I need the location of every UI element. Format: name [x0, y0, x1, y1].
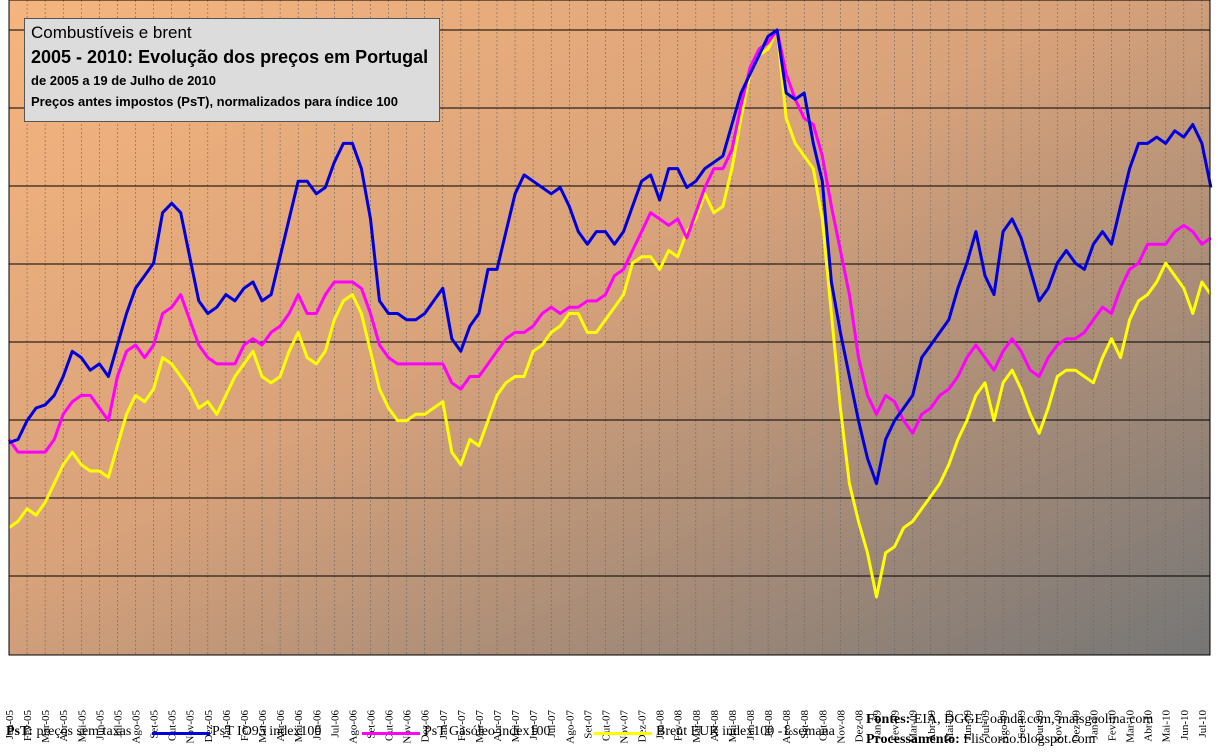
x-tick-label: Nov-06 — [402, 710, 414, 744]
legend-label-io95: PsT IO95 index100 — [212, 724, 322, 739]
x-tick-label: Jun-09 — [962, 710, 974, 740]
x-tick-label: Nov-08 — [835, 710, 847, 744]
x-tick-label: Jan-08 — [655, 710, 667, 740]
x-tick-label: Out-05 — [167, 710, 179, 742]
x-tick-label: Mar-07 — [474, 710, 486, 743]
x-tick-label: Abr-09 — [926, 710, 938, 742]
sources-text: EIA, DGGE, oanda.com, maisgaolina.com — [913, 712, 1154, 727]
processing-note: Processamento: Fliscorno.blogspot.com — [866, 732, 1096, 748]
legend-swatch-brent — [594, 732, 652, 735]
x-tick-label: Mar-09 — [908, 710, 920, 743]
x-tick-label: Mai-10 — [1161, 710, 1173, 743]
x-tick-label: Jan-06 — [221, 710, 233, 740]
x-tick-label: Jun-05 — [94, 710, 106, 740]
x-tick-label: Dez-09 — [1070, 710, 1082, 743]
chart-title-box: Combustíveis e brent 2005 - 2010: Evoluç… — [24, 18, 440, 122]
x-tick-label: Mar-06 — [257, 710, 269, 743]
x-tick-label: Set-06 — [365, 710, 377, 739]
processing-label: Processamento: — [866, 732, 960, 747]
x-tick-label: Out-09 — [1034, 710, 1046, 742]
x-tick-label: Fev-10 — [1106, 710, 1118, 742]
x-tick-label: Jun-07 — [528, 710, 540, 740]
series-line-0 — [8, 28, 1213, 486]
x-tick-label: Set-05 — [149, 710, 161, 739]
x-tick-label: Nov-07 — [619, 710, 631, 744]
x-tick-label: Jun-08 — [745, 710, 757, 740]
x-tick-label: Mar-10 — [1125, 710, 1137, 743]
x-tick-label: Out-07 — [600, 710, 612, 742]
series-group — [7, 28, 1213, 599]
chart-subtitle: 2005 - 2010: Evolução dos preços em Port… — [31, 47, 429, 67]
legend-swatch-gasoleo — [362, 732, 420, 735]
x-tick-label: Fev-07 — [456, 710, 468, 742]
x-tick-label: Jul-10 — [1197, 710, 1209, 738]
legend-label-gasoleo: PsT Gasóleo index100 — [424, 724, 551, 739]
x-tick-label: Abr-10 — [1143, 710, 1155, 742]
x-tick-label: Out-06 — [384, 710, 396, 742]
chart-title: Combustíveis e brent — [31, 23, 192, 42]
x-tick-label: Jul-07 — [546, 710, 558, 738]
x-tick-label: Jun-10 — [1179, 710, 1191, 740]
plot-border — [8, 0, 1211, 656]
x-tick-label: Mar-08 — [691, 710, 703, 743]
x-tick-label: Fev-05 — [22, 710, 34, 742]
x-tick-label: Jan-05 — [4, 710, 16, 740]
x-tick-label: Ago-06 — [347, 710, 359, 744]
series-line-1 — [7, 28, 1212, 454]
x-tick-label: Nov-05 — [185, 710, 197, 744]
x-tick-label: Fev-08 — [673, 710, 685, 742]
x-tick-label: Set-09 — [1016, 710, 1028, 739]
x-tick-label: Nov-09 — [1052, 710, 1064, 744]
x-tick-label: Ago-09 — [998, 710, 1010, 744]
x-tick-label: Jul-09 — [980, 710, 992, 738]
x-tick-label: Dez-06 — [420, 710, 432, 743]
chart-description: Preços antes impostos (PsT), normalizado… — [31, 94, 399, 109]
x-tick-label: Abr-06 — [275, 710, 287, 742]
x-tick-label: Jan-09 — [872, 710, 884, 740]
legend-swatch-io95 — [152, 732, 210, 735]
x-tick-label: Mai-08 — [727, 710, 739, 743]
pst-note-text: preços sem taxas — [36, 724, 132, 739]
sources-note: Fontes: EIA, DGGE, oanda.com, maisgaolin… — [866, 712, 1153, 728]
x-tick-label: Set-07 — [582, 710, 594, 739]
x-tick-label: Jun-06 — [311, 710, 323, 740]
x-tick-label: Jul-06 — [329, 710, 341, 738]
x-tick-label: Mai-05 — [76, 710, 88, 743]
processing-text: Fliscorno.blogspot.com — [963, 732, 1096, 747]
pst-note: PsT: preços sem taxas — [6, 724, 131, 740]
x-tick-label: Abr-05 — [58, 710, 70, 742]
x-tick-label: Jul-05 — [112, 710, 124, 738]
x-tick-label: Mai-06 — [293, 710, 305, 743]
x-tick-label: Jul-08 — [763, 710, 775, 738]
series-line-2 — [8, 28, 1213, 599]
x-tick-label: Jan-10 — [1088, 710, 1100, 740]
x-tick-label: Mar-05 — [40, 710, 52, 743]
pst-note-label: PsT: — [6, 724, 33, 739]
chart-date-range: de 2005 a 19 de Julho de 2010 — [31, 73, 216, 88]
x-tick-label: Abr-07 — [492, 710, 504, 742]
legend-label-brent: Brent EUR index100 -1 semana — [656, 724, 835, 739]
x-tick-label: Ago-05 — [131, 710, 143, 744]
x-tick-label: Dez-07 — [637, 710, 649, 743]
x-tick-label: Ago-07 — [564, 710, 576, 744]
x-tick-label: Mai-07 — [510, 710, 522, 743]
x-tick-label: Set-08 — [799, 710, 811, 739]
sources-label: Fontes: — [866, 712, 911, 727]
x-tick-label: Dez-08 — [853, 710, 865, 743]
x-tick-label: Fev-06 — [239, 710, 251, 742]
x-tick-label: Abr-08 — [709, 710, 721, 742]
x-tick-label: Jan-07 — [438, 710, 450, 740]
x-tick-label: Out-08 — [817, 710, 829, 742]
x-tick-label: Ago-08 — [781, 710, 793, 744]
x-tick-label: Fev-09 — [890, 710, 902, 742]
x-tick-label: Mai-09 — [944, 710, 956, 743]
